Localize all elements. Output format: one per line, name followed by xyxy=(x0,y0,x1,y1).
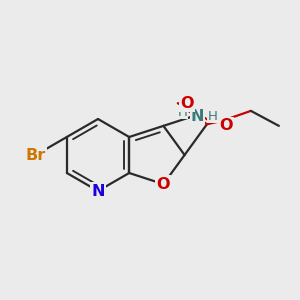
Text: Br: Br xyxy=(26,148,46,163)
Text: O: O xyxy=(157,177,170,192)
Text: N: N xyxy=(91,184,105,199)
Text: O: O xyxy=(219,118,232,133)
Text: N: N xyxy=(191,109,205,124)
Text: H: H xyxy=(178,106,188,118)
Text: H: H xyxy=(208,110,218,123)
Text: O: O xyxy=(180,96,194,111)
